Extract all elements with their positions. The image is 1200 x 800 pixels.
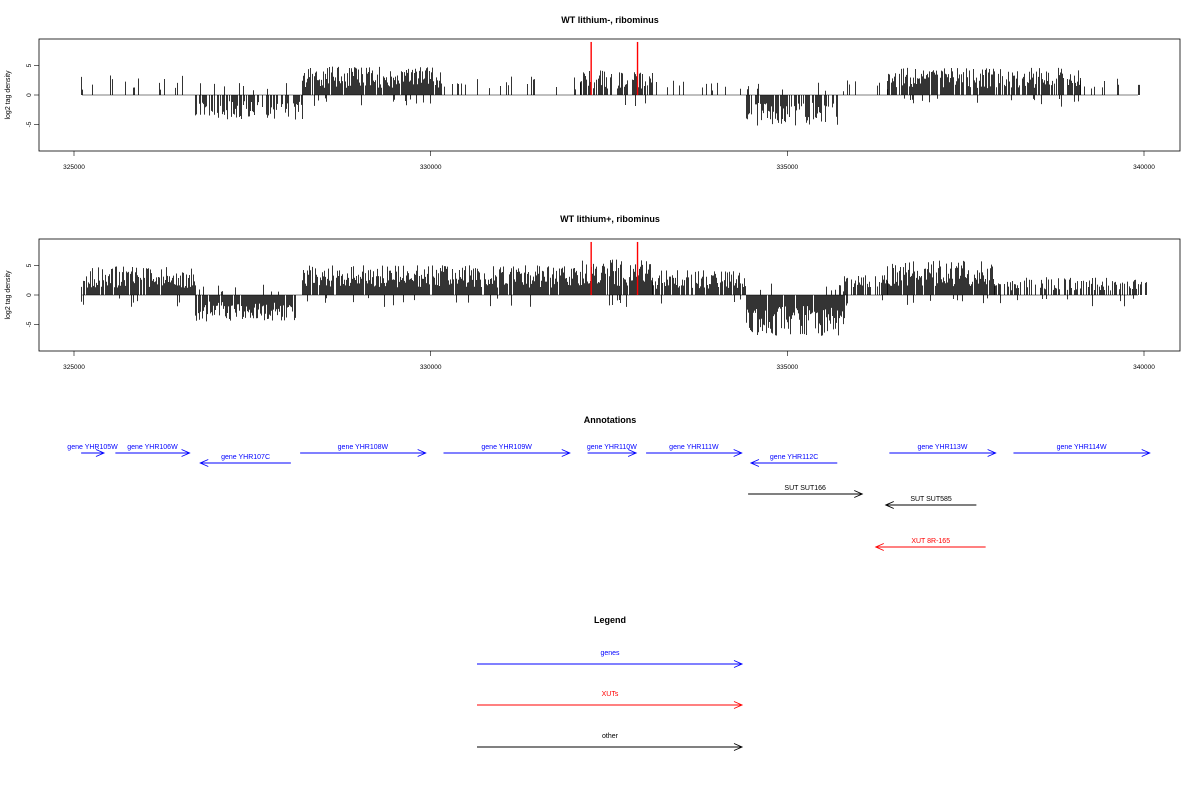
- annotation-arrow-head: [199, 459, 209, 467]
- annotation-gene: gene YHR106W: [115, 444, 191, 457]
- x-tick-label: 340000: [1133, 164, 1155, 171]
- x-tick-label: 330000: [420, 164, 442, 171]
- y-axis-lithium-plus: -5 0 5: [26, 263, 39, 327]
- x-tick-label: 330000: [420, 364, 442, 371]
- legend-item-gene: genes: [477, 650, 744, 668]
- annotation-gene: gene YHR107C: [199, 454, 291, 467]
- y-tick-label: -5: [26, 321, 33, 327]
- annotation-gene: gene YHR109W: [443, 444, 571, 457]
- annotation-label: gene YHR107C: [221, 454, 270, 461]
- x-tick-label: 335000: [776, 164, 798, 171]
- annotation-arrow-head: [884, 501, 894, 509]
- y-tick-label: -5: [26, 121, 33, 127]
- annotation-label: gene YHR109W: [481, 444, 532, 451]
- annotation-arrow-head: [181, 449, 191, 457]
- annotation-arrow-head: [1141, 449, 1151, 457]
- y-tick-label: 5: [26, 263, 33, 267]
- annotation-label: SUT SUT585: [910, 496, 952, 503]
- track-panel-lithium-minus: WT lithium-, ribominus -5 0 5 325000 330000…: [5, 15, 1181, 171]
- y-axis-label-lithium-plus: log2 tag density: [5, 270, 12, 320]
- annotation-label: gene YHR105W: [67, 444, 118, 451]
- annotation-other: SUT SUT585: [884, 496, 977, 509]
- annotation-label: gene YHR113W: [918, 444, 968, 451]
- annotation-arrow-head: [854, 490, 864, 498]
- annotation-arrow-head: [95, 449, 106, 457]
- annotations-title: Annotations: [584, 415, 637, 425]
- y-axis-label-lithium-minus: log2 tag density: [5, 70, 12, 120]
- annotation-label: gene YHR108W: [338, 444, 389, 451]
- annotation-label: gene YHR111W: [669, 444, 719, 451]
- annotation-xut: XUT 8R-165: [874, 538, 986, 551]
- x-tick-label: 325000: [63, 364, 85, 371]
- signal-bars-lithium-plus: [81, 259, 1147, 336]
- legend-items: genes XUTs other: [477, 650, 744, 751]
- x-tick-label: 340000: [1133, 364, 1155, 371]
- legend-item-xut: XUTs: [477, 691, 744, 709]
- annotations-section: Annotations gene YHR105W gene YHR106Wgene…: [67, 415, 1151, 551]
- annotation-label: SUT SUT166: [784, 485, 826, 492]
- annotation-features: gene YHR105W gene YHR106W gene YHR107C gene…: [67, 444, 1151, 551]
- annotation-gene: gene YHR114W: [1013, 444, 1151, 457]
- legend-item-other: other: [477, 733, 744, 751]
- annotation-arrow-head: [874, 543, 884, 551]
- legend-section: Legend genes XUTs other: [477, 615, 744, 751]
- markers-lithium-minus: [590, 41, 639, 95]
- annotation-other: SUT SUT166: [748, 485, 864, 498]
- annotation-gene: gene YHR105W: [67, 444, 118, 457]
- annotation-label: gene YHR106W: [127, 444, 178, 451]
- annotation-gene: gene YHR113W: [889, 444, 997, 457]
- legend-arrow-head: [733, 660, 744, 668]
- annotation-label: gene YHR112C: [770, 454, 818, 461]
- legend-label: XUTs: [602, 691, 619, 698]
- annotation-arrow-head: [561, 449, 571, 457]
- legend-title: Legend: [594, 615, 626, 625]
- track-title-lithium-plus: WT lithium+, ribominus: [560, 214, 660, 224]
- y-tick-label: 5: [26, 63, 33, 67]
- x-axis-lithium-minus: 325000 330000 335000 340000: [63, 151, 1155, 171]
- annotation-label: XUT 8R-165: [911, 538, 950, 545]
- x-tick-label: 325000: [63, 164, 85, 171]
- annotation-arrow-head: [627, 449, 638, 457]
- annotation-arrow-head: [733, 449, 743, 457]
- legend-arrow-head: [733, 701, 744, 709]
- legend-arrow-head: [733, 743, 744, 751]
- x-axis-lithium-plus: 325000 330000 335000 340000: [63, 351, 1155, 371]
- y-axis-lithium-minus: -5 0 5: [26, 63, 39, 127]
- annotation-arrow-head: [749, 459, 760, 467]
- annotation-gene: gene YHR108W: [300, 444, 427, 457]
- y-tick-label: 0: [26, 93, 33, 97]
- x-tick-label: 335000: [776, 364, 798, 371]
- annotation-gene: gene YHR110W: [587, 444, 638, 457]
- signal-bars-lithium-minus: [81, 66, 1140, 126]
- annotation-gene: gene YHR112C: [749, 454, 838, 467]
- legend-label: genes: [600, 650, 620, 657]
- markers-lithium-plus: [590, 241, 639, 295]
- annotation-arrow-head: [987, 449, 997, 457]
- track-title-lithium-minus: WT lithium-, ribominus: [561, 15, 659, 25]
- y-tick-label: 0: [26, 293, 33, 297]
- annotation-gene: gene YHR111W: [646, 444, 743, 457]
- annotation-label: gene YHR110W: [587, 444, 637, 451]
- track-panel-lithium-plus: WT lithium+, ribominus -5 0 5 325000 330000…: [5, 214, 1181, 371]
- annotation-label: gene YHR114W: [1057, 444, 1107, 451]
- legend-label: other: [602, 733, 619, 740]
- annotation-arrow-head: [417, 449, 427, 457]
